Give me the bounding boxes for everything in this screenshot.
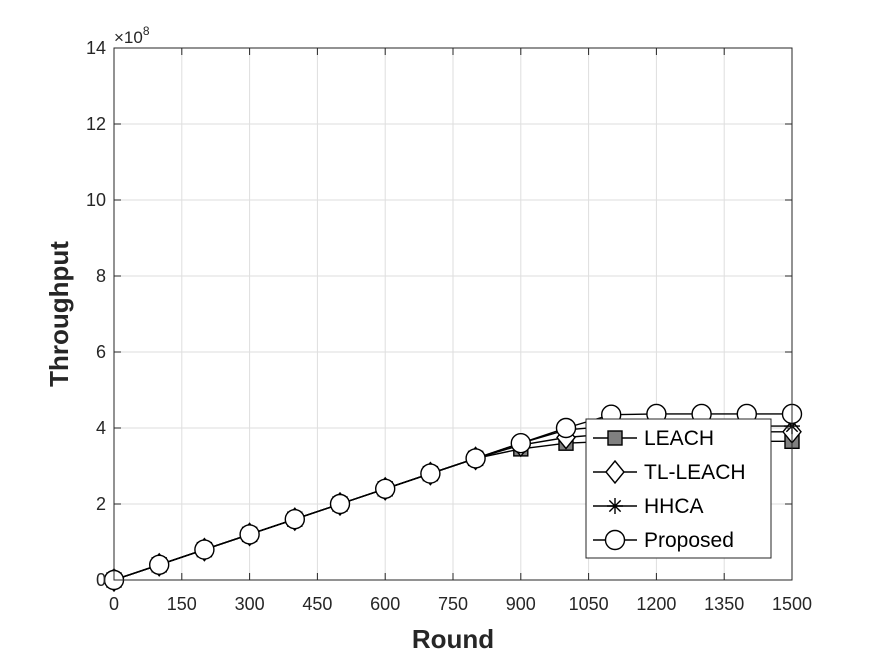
x-tick-label: 0 [109, 594, 119, 614]
data-point-circle [194, 539, 215, 560]
x-tick-label: 600 [370, 594, 400, 614]
legend: LEACH TL-LEACH HHCA Proposed [585, 418, 772, 559]
data-point-circle [284, 509, 305, 530]
y-axis-label: Throughput [44, 241, 74, 387]
legend-marker-asterisk [607, 498, 623, 514]
y-exponent-label: ×108 [114, 24, 150, 47]
legend-entry-leach: LEACH [593, 427, 714, 450]
legend-marker-diamond [605, 459, 625, 485]
legend-entry-proposed: Proposed [593, 529, 734, 552]
x-tick-label: 450 [302, 594, 332, 614]
x-tick-label: 1200 [636, 594, 676, 614]
data-point-circle [555, 417, 577, 439]
x-tick-label: 750 [438, 594, 468, 614]
x-tick-label: 1350 [704, 594, 744, 614]
legend-marker-square [607, 430, 623, 446]
x-tick-label: 1500 [772, 594, 812, 614]
x-tick-label: 150 [167, 594, 197, 614]
x-tick-label: 1050 [569, 594, 609, 614]
y-tick-label: 14 [86, 38, 106, 58]
legend-entry-tl-leach: TL-LEACH [593, 459, 746, 485]
data-point-circle [420, 463, 441, 484]
series-line [113, 413, 792, 581]
y-tick-label: 12 [86, 114, 106, 134]
legend-entry-hhca: HHCA [593, 495, 704, 518]
legend-label: LEACH [644, 427, 714, 450]
legend-label: Proposed [644, 529, 734, 552]
legend-marker-circle [604, 529, 626, 551]
y-tick-label: 8 [96, 266, 106, 286]
tick-marks [113, 47, 793, 581]
legend-label: HHCA [644, 495, 704, 518]
data-point-circle [375, 478, 396, 499]
y-tick-label: 4 [96, 418, 106, 438]
data-point-circle [239, 524, 260, 545]
y-tick-label: 0 [96, 570, 106, 590]
data-point-circle [510, 433, 531, 454]
y-tick-label: 6 [96, 342, 106, 362]
y-tick-label: 10 [86, 190, 106, 210]
y-tick-label: 2 [96, 494, 106, 514]
x-axis-label: Round [412, 624, 494, 654]
x-tick-label: 300 [235, 594, 265, 614]
series-proposed [103, 403, 803, 591]
y-tick-labels: 0 2 4 6 8 10 12 14 [86, 38, 106, 590]
data-point-circle [465, 448, 486, 469]
x-tick-labels: 0 150 300 450 600 750 900 1050 1200 1350 1500 [109, 594, 812, 614]
data-point-circle [148, 554, 170, 575]
x-tick-label: 900 [506, 594, 536, 614]
data-point-circle [329, 493, 351, 515]
legend-label: TL-LEACH [644, 461, 746, 484]
